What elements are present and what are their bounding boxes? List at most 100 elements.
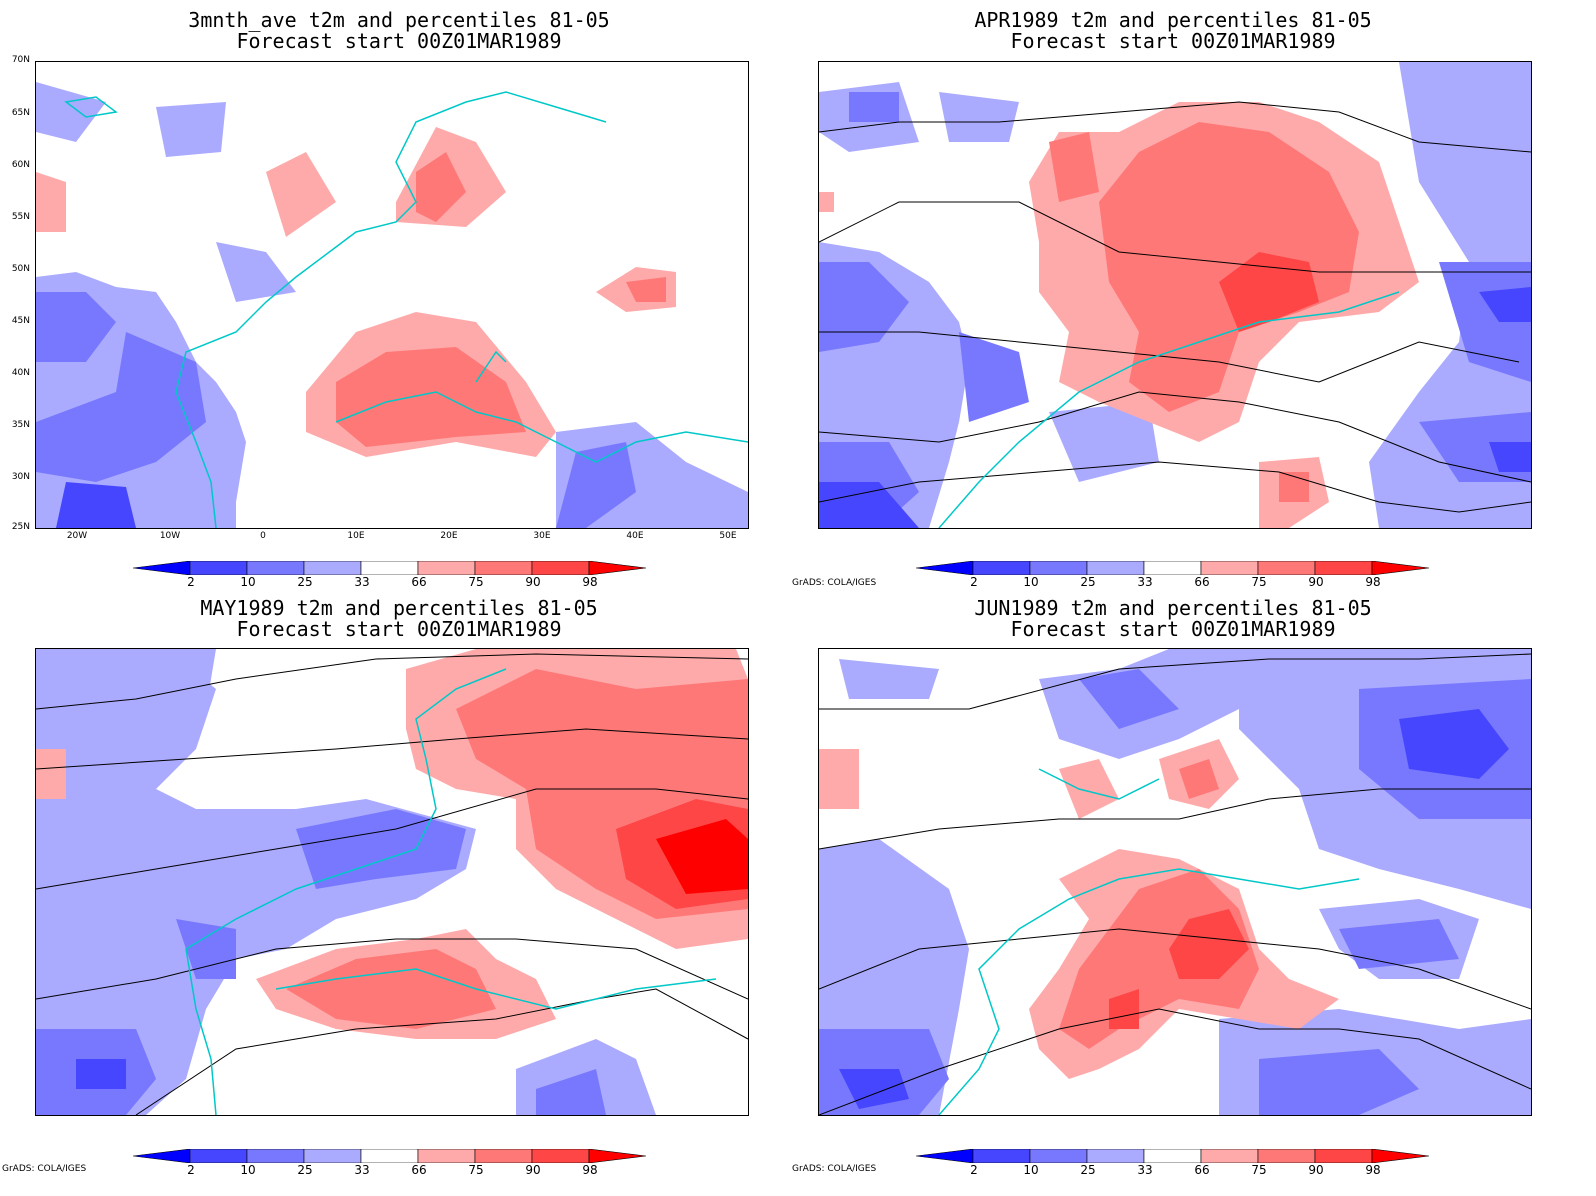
cold-anomaly-10 [56, 482, 136, 528]
colorbar-label: 90 [525, 575, 541, 589]
cold-anomaly-10 [819, 287, 1531, 528]
colorbar-label: 66 [411, 575, 427, 589]
colorbar-segment [1371, 560, 1430, 576]
colorbar-label: 2 [187, 1163, 195, 1177]
map-shading-svg [819, 649, 1531, 1115]
colorbar-segment [474, 560, 533, 576]
lon-label: 40E [626, 531, 644, 541]
colorbar-segment [915, 560, 974, 576]
lat-label: 55N [11, 212, 30, 222]
colorbar-label: 33 [1137, 1163, 1153, 1177]
map-area [35, 648, 749, 1116]
warm-anomaly-98 [656, 819, 748, 894]
lon-label: 30E [533, 531, 551, 541]
colorbar-segment [360, 1148, 419, 1164]
colorbar-label: 10 [1023, 575, 1039, 589]
lon-label: 20W [66, 531, 88, 541]
colorbar-label: 25 [1080, 575, 1096, 589]
lat-label: 25N [11, 522, 30, 532]
lon-label: 0 [260, 531, 266, 541]
map-area [818, 61, 1532, 529]
lon-label: 10W [159, 531, 181, 541]
panel-may1989: MAY1989 t2m and percentiles 81-05 Foreca… [0, 598, 798, 1196]
colorbar-segment [1029, 1148, 1088, 1164]
panel-title-line1: APR1989 t2m and percentiles 81-05 [974, 8, 1372, 32]
colorbar-label: 98 [582, 575, 598, 589]
colorbar-label: 75 [1251, 1163, 1267, 1177]
colorbar-segment [1086, 1148, 1145, 1164]
panel-title-line2: Forecast start 00Z01MAR1989 [236, 617, 562, 641]
cold-anomaly-10 [839, 709, 1509, 1109]
colorbar-label: 90 [525, 1163, 541, 1177]
colorbar-label: 2 [970, 575, 978, 589]
contour-svg [819, 653, 1531, 1115]
colorbar-segment [1257, 560, 1316, 576]
grads-credit: GrADS: COLA/IGES [792, 1164, 877, 1174]
colorbar [132, 1148, 653, 1167]
lon-label: 20E [440, 531, 458, 541]
warm-anomaly-75 [1049, 122, 1359, 502]
lat-label: 45N [11, 316, 30, 326]
colorbar-label: 75 [468, 1163, 484, 1177]
colorbar-segment [246, 560, 305, 576]
colorbar-segment [474, 1148, 533, 1164]
colorbar-segment [360, 560, 419, 576]
colorbar-segment [189, 1148, 248, 1164]
lat-label: 60N [11, 160, 30, 170]
grads-credit: GrADS: COLA/IGES [2, 1164, 87, 1174]
colorbar-label: 66 [1194, 575, 1210, 589]
colorbar-segment [303, 560, 362, 576]
colorbar-segment [1200, 560, 1259, 576]
lat-label: 70N [11, 55, 30, 65]
panel-title-line1: JUN1989 t2m and percentiles 81-05 [974, 596, 1372, 620]
cold-anomaly-25 [36, 809, 606, 1115]
map-area [35, 61, 749, 529]
colorbar-label: 10 [240, 1163, 256, 1177]
colorbar-segment [1314, 560, 1373, 576]
panel-title-line1: 3mnth_ave t2m and percentiles 81-05 [188, 8, 610, 32]
grads-credit: GrADS: COLA/IGES [792, 578, 877, 588]
colorbar-label: 75 [468, 575, 484, 589]
colorbar-label: 25 [1080, 1163, 1096, 1177]
colorbar-segment [915, 1148, 974, 1164]
lat-label: 35N [11, 420, 30, 430]
colorbar-segment [972, 560, 1031, 576]
panel-title-line2: Forecast start 00Z01MAR1989 [1010, 29, 1336, 53]
map-shading-svg [819, 62, 1531, 528]
panel-3month-average: 3mnth_ave t2m and percentiles 81-05 Fore… [0, 0, 798, 598]
colorbar-segment [1086, 560, 1145, 576]
lat-label: 40N [11, 368, 30, 378]
map-area [818, 648, 1532, 1116]
colorbar-segment [588, 1148, 647, 1164]
colorbar-label: 2 [187, 575, 195, 589]
cold-anomaly-25 [36, 292, 636, 528]
contour-svg [819, 101, 1531, 528]
colorbar-segment [588, 560, 647, 576]
colorbar-label: 2 [970, 1163, 978, 1177]
colorbar-segment [1143, 560, 1202, 576]
colorbar-segment [417, 1148, 476, 1164]
colorbar-segment [132, 1148, 191, 1164]
colorbar-label: 98 [582, 1163, 598, 1177]
colorbar-segment [189, 560, 248, 576]
colorbar-segment [1143, 1148, 1202, 1164]
colorbar-label: 33 [354, 1163, 370, 1177]
panel-title-line2: Forecast start 00Z01MAR1989 [1010, 617, 1336, 641]
colorbar-segment [1314, 1148, 1373, 1164]
colorbar-label: 33 [354, 575, 370, 589]
colorbar-label: 25 [297, 575, 313, 589]
lat-label: 65N [11, 108, 30, 118]
colorbar-segment [246, 1148, 305, 1164]
colorbar-label: 90 [1308, 1163, 1324, 1177]
lat-label: 30N [11, 472, 30, 482]
lon-label: 10E [347, 531, 365, 541]
panel-apr1989: APR1989 t2m and percentiles 81-05 Foreca… [792, 0, 1596, 598]
colorbar-segment [531, 560, 590, 576]
colorbar-segment [1200, 1148, 1259, 1164]
coastline-svg [64, 91, 748, 528]
colorbar-label: 66 [411, 1163, 427, 1177]
map-shading-svg [36, 649, 748, 1115]
colorbar-segment [531, 1148, 590, 1164]
warm-anomaly-90 [1219, 252, 1319, 332]
panel-title-line2: Forecast start 00Z01MAR1989 [236, 29, 562, 53]
